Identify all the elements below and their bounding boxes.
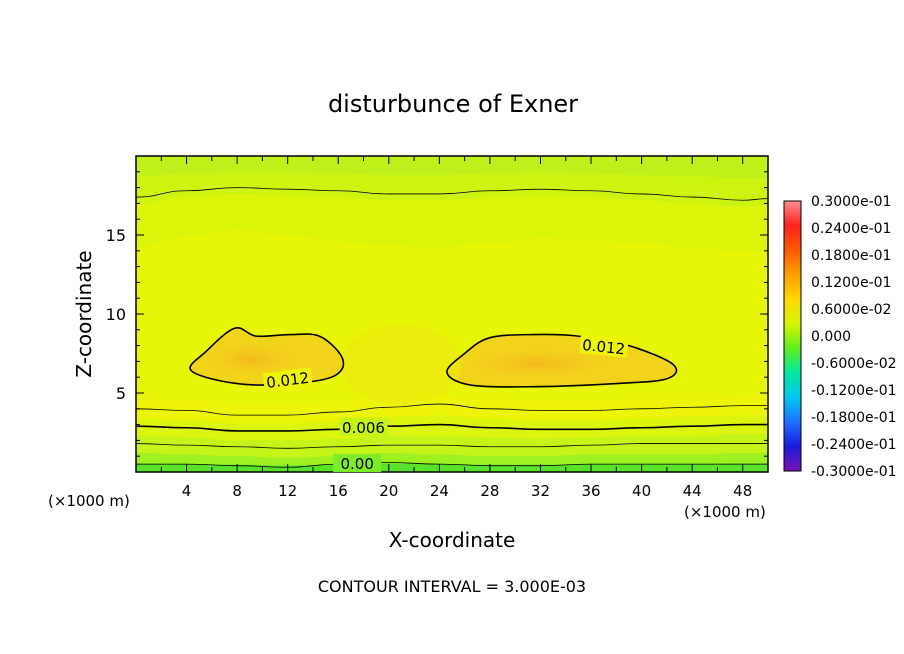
- upper-fill-bands: [136, 156, 768, 251]
- y-tick-label: 5: [116, 384, 126, 403]
- contour-label-bg: [333, 454, 382, 473]
- max-core-fill: [202, 342, 300, 377]
- x-unit-right: (×1000 m): [684, 503, 766, 521]
- chart-title: disturbunce of Exner: [328, 90, 578, 118]
- x-tick-label: 8: [232, 482, 242, 500]
- colorbar-label: -0.2400e-01: [811, 437, 897, 453]
- x-tick-label: 12: [278, 482, 297, 500]
- fill-band-bottom: [136, 463, 768, 472]
- colorbar-label: 0.6000e-02: [811, 302, 891, 318]
- contour-interval-note: CONTOUR INTERVAL = 3.000E-03: [318, 577, 586, 596]
- colorbar-labels: 0.3000e-01 0.2400e-01 0.1800e-01 0.1200e-01…: [811, 194, 897, 480]
- colorbar-label: 0.1800e-01: [811, 248, 891, 264]
- closed-contour: [446, 333, 678, 388]
- colorbar-label: 0.000: [811, 329, 851, 345]
- contour-label: 0.00: [340, 455, 373, 473]
- x-axis-label: X-coordinate: [389, 528, 516, 552]
- colorbar-label: 0.2400e-01: [811, 221, 891, 237]
- colorbar-label: 0.1200e-01: [811, 275, 891, 291]
- contour-line: [136, 187, 768, 201]
- contour-line: [136, 423, 768, 432]
- contour-label-bg: [578, 334, 629, 358]
- x-tick-label: 24: [430, 482, 449, 500]
- closed-contour: [189, 326, 345, 386]
- colorbar-label: -0.1200e-01: [811, 383, 897, 399]
- x-tick-label: 32: [531, 482, 550, 500]
- contour-line: [136, 443, 768, 449]
- contour-label: 0.012: [581, 336, 626, 358]
- x-unit-left: (×1000 m): [48, 492, 130, 510]
- colorbar-scale: [783, 200, 802, 472]
- contour-lines: [136, 187, 768, 468]
- mid-region-fill: [341, 324, 462, 405]
- upper-fill-band: [136, 156, 768, 179]
- fill-bands: [136, 394, 768, 472]
- y-tick-label: 10: [106, 305, 126, 324]
- colorbar-label: -0.3000e-01: [811, 464, 897, 480]
- x-tick-label: 40: [632, 482, 651, 500]
- colorbar-label: -0.1800e-01: [811, 410, 897, 426]
- x-tick-label: 36: [581, 482, 600, 500]
- contour-label: 0.012: [265, 369, 310, 392]
- x-tick-label: 4: [182, 482, 192, 500]
- contour-line: [136, 462, 768, 468]
- contour-label: 0.006: [342, 419, 385, 437]
- y-tick-label: 15: [106, 226, 126, 245]
- colorbar-label: 0.3000e-01: [811, 194, 891, 210]
- max-core-fill: [465, 347, 611, 380]
- x-tick-label: 44: [683, 482, 702, 500]
- contour-label-bg: [262, 367, 313, 392]
- contour-label-bg: [339, 417, 388, 436]
- y-axis-label: Z-coordinate: [72, 250, 96, 377]
- contour-labels: 0.012 0.012 0.006 0.00: [262, 334, 629, 473]
- x-tick-label: 48: [733, 482, 752, 500]
- contour-line: [136, 403, 768, 416]
- colorbar: 0.3000e-01 0.2400e-01 0.1800e-01 0.1200e-01…: [783, 194, 897, 480]
- x-tick-label: 28: [480, 482, 499, 500]
- x-tick-label: 20: [379, 482, 398, 500]
- plot-area: [136, 156, 768, 472]
- x-tick-label: 16: [329, 482, 348, 500]
- colorbar-label: -0.6000e-02: [811, 356, 897, 372]
